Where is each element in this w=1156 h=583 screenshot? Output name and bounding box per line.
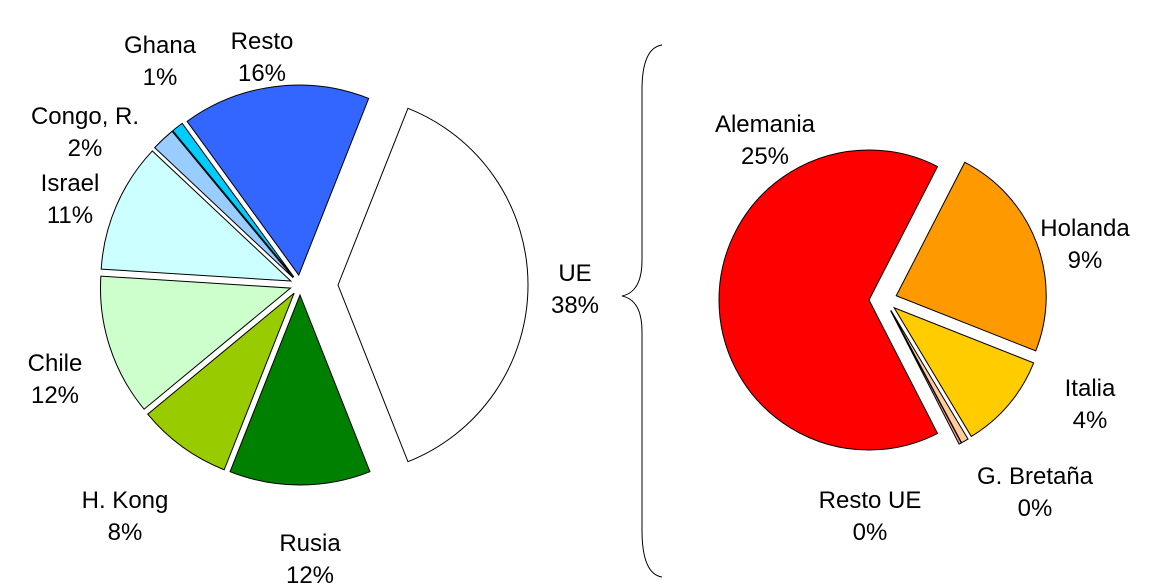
category-label: Rusia [279,530,341,557]
value-label: 0% [1018,495,1053,522]
value-label: 11% [47,202,93,229]
value-label: 8% [108,519,143,546]
slice-label: Holanda 9% [1040,215,1130,274]
slice-label: Italia 4% [1065,375,1116,434]
pie-slice [229,293,371,486]
slice-label: Israel 11% [41,170,100,229]
category-label: Israel [41,170,100,197]
value-label: 12% [286,562,334,583]
value-label: 0% [853,519,888,546]
category-label: Alemania [715,111,816,138]
category-label: G. Bretaña [977,463,1094,490]
pie-slice [153,130,294,279]
slice-label: H. Kong 8% [82,487,169,546]
pie-slice [895,161,1047,352]
pie-slice [100,150,293,282]
value-label: 16% [238,60,286,87]
pie-slice [337,107,529,463]
value-label: 38% [551,292,599,319]
value-label: 25% [741,143,789,170]
category-label: UE [558,260,591,287]
category-label: Ghana [124,32,197,59]
pie-slice [147,292,295,471]
slice-label: Alemania 25% [715,111,816,170]
category-label: Congo, R. [31,103,139,130]
category-label: Resto UE [819,487,922,514]
value-label: 12% [31,382,79,409]
value-label: 1% [143,64,178,91]
category-label: H. Kong [82,487,169,514]
slice-label: Chile 12% [28,350,83,409]
category-label: Chile [28,350,83,377]
value-label: 9% [1068,247,1103,274]
pie-slice [99,275,292,410]
slice-label: G. Bretaña 0% [977,463,1094,522]
value-label: 4% [1073,407,1108,434]
brace [621,44,663,578]
slice-label: Rusia 12% [279,530,341,583]
value-label: 2% [68,135,103,162]
slice-label: Resto UE 0% [819,487,922,546]
slice-label: UE 38% [551,260,599,319]
pie-slice [172,122,295,278]
slice-label: Resto 16% [231,28,294,87]
slice-label: Ghana 1% [124,32,197,91]
pie-slice [186,84,370,277]
category-label: Italia [1065,375,1116,402]
category-label: Resto [231,28,294,55]
pie-slice [890,310,962,445]
pie-slice [718,149,939,451]
pie-slice [892,306,1035,438]
category-label: Holanda [1040,215,1130,242]
slice-label: Congo, R. 2% [31,103,139,162]
